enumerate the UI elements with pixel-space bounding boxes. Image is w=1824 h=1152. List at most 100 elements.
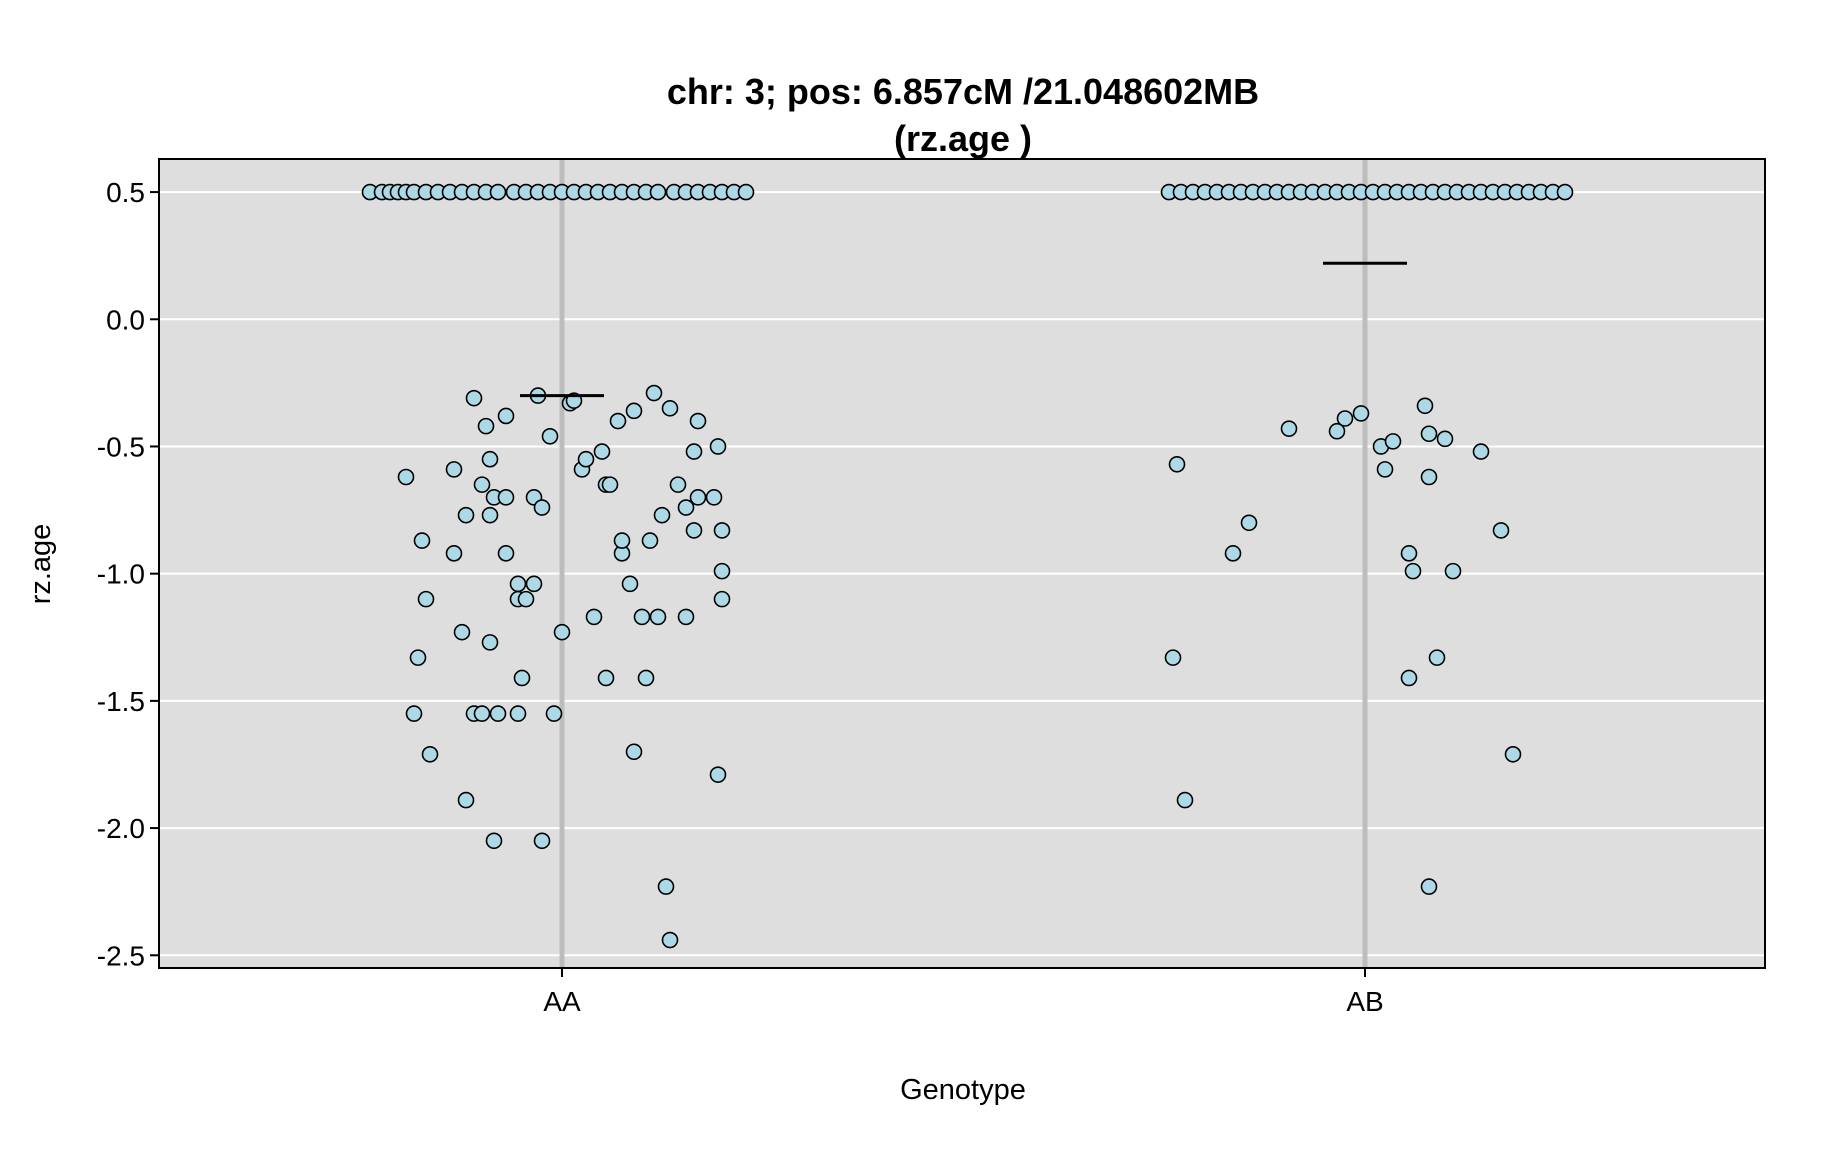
data-point [457,791,475,809]
data-point [453,623,471,641]
data-point [421,746,439,763]
data-point [1240,514,1258,532]
y-tick-label: -2.5 [97,940,145,971]
data-point [597,669,615,687]
data-point [533,499,551,516]
data-point [641,532,659,549]
data-point [677,608,695,626]
data-point [653,506,671,524]
data-point [601,476,619,493]
x-tick-label: AA [543,986,581,1017]
data-point [1400,669,1418,687]
data-point [649,608,667,626]
data-point [445,545,463,562]
data-point [709,438,727,455]
data-point [485,832,503,850]
gridlines [159,191,1765,957]
data-point [689,412,707,430]
data-point [1336,410,1354,427]
data-point [737,183,755,201]
data-point [1176,791,1194,809]
data-point [661,400,679,417]
data-point [1404,562,1422,580]
data-point [1352,405,1370,422]
y-tick-label: -0.5 [97,431,145,462]
data-point [1420,878,1438,895]
x-axis-label: Genotype [900,1074,1026,1106]
data-point [613,532,631,549]
x-axis: AA AB [543,968,1384,1017]
category-center-lines [559,159,1368,968]
data-point [705,489,723,506]
data-point [685,443,703,460]
data-point [545,705,563,722]
data-points [361,183,1574,949]
data-point [489,183,507,201]
data-point [481,634,499,651]
data-point [1400,545,1418,562]
data-point [585,608,603,626]
y-axis-label: rz.age [25,524,57,605]
data-point [497,489,515,506]
data-point [457,506,475,524]
data-point [1428,649,1446,666]
data-point [513,669,531,687]
data-point [541,427,559,445]
data-point [417,590,435,608]
data-point [1472,443,1490,460]
data-point [473,476,491,493]
data-point [525,575,543,593]
data-point [645,384,663,402]
data-point [1416,397,1434,415]
data-point [397,468,415,486]
data-point [685,522,703,539]
data-point [481,506,499,524]
data-point [1164,649,1182,666]
data-point [465,389,483,407]
data-point [1168,455,1186,473]
data-point [405,705,423,722]
data-point [477,417,495,435]
chart-title-line1: chr: 3; pos: 6.857cM /21.048602MB [667,71,1259,112]
data-point [1504,746,1522,763]
data-point [489,705,507,722]
data-point [1376,461,1394,478]
y-tick-label: -1.5 [97,686,145,717]
group-mean-lines [520,261,1407,398]
y-tick-label: -2.0 [97,813,145,844]
data-point [709,766,727,783]
y-tick-label: 0.5 [106,177,145,208]
data-point [637,669,655,687]
data-point [517,590,535,608]
data-point [533,832,551,850]
data-point [1224,545,1242,562]
data-point [1556,183,1574,201]
data-point [473,705,491,722]
chart-title-line2: (rz.age ) [894,118,1032,159]
data-point [1280,420,1298,437]
data-point [661,931,679,949]
data-point [677,499,695,516]
plot-border [158,158,1766,969]
x-tick-label: AB [1346,986,1383,1017]
data-point [409,649,427,666]
data-point [1436,430,1454,448]
data-point [497,407,515,425]
data-point [577,450,595,468]
data-point [657,878,675,895]
data-point [625,402,643,420]
data-point [713,590,731,608]
data-point [1420,425,1438,443]
data-point [621,575,639,593]
data-point [1492,522,1510,539]
y-tick-label: -1.0 [97,559,145,590]
data-point [625,743,643,761]
data-point [1384,433,1402,450]
data-point [689,489,707,506]
data-point [481,450,499,468]
data-point [609,412,627,430]
y-axis: 0.5 0.0 -0.5 -1.0 -1.5 -2.0 -2.5 [97,177,159,971]
data-point [713,562,731,580]
data-point [669,476,687,493]
